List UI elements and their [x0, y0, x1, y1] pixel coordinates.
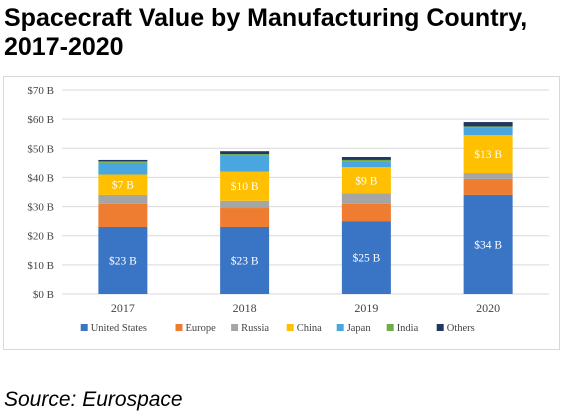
legend-swatch: [175, 324, 183, 331]
legend-swatch: [336, 324, 344, 331]
bar-segment-united-states: [463, 194, 513, 294]
y-tick-label: $0 B: [33, 289, 54, 301]
legend-swatch: [436, 324, 444, 331]
bar-segment-united-states: [98, 226, 148, 294]
bar-segment-china: [98, 174, 148, 195]
y-tick-label: $70 B: [27, 85, 54, 97]
bar-segment-europe: [341, 203, 391, 222]
bar-segment-japan: [98, 162, 148, 175]
bar-segment-russia: [341, 193, 391, 204]
y-tick-label: $30 B: [27, 202, 54, 214]
data-label: $13 B: [474, 148, 502, 161]
bar-segment-russia: [220, 200, 270, 209]
bar-segment-russia: [463, 173, 513, 179]
legend-entry: China: [297, 323, 322, 334]
bar-segment-india: [220, 154, 270, 156]
data-label: $23 B: [109, 254, 137, 267]
data-label: $23 B: [231, 254, 259, 267]
chart-title: Spacecraft Value by Manufacturing Countr…: [4, 4, 528, 61]
y-tick-label: $60 B: [27, 114, 54, 126]
source-note: Source: Eurospace: [4, 388, 183, 411]
bar-segment-others: [463, 122, 513, 127]
legend-entry: Japan: [347, 323, 372, 334]
bar-segment-china: [220, 171, 270, 201]
data-label: $7 B: [112, 179, 134, 192]
y-tick-label: $50 B: [27, 143, 54, 155]
legend-entry: Others: [447, 323, 475, 334]
data-label: $34 B: [474, 238, 502, 251]
bar-segment-japan: [463, 127, 513, 136]
legend-entry: Russia: [241, 323, 269, 334]
bar-segment-india: [98, 161, 148, 163]
bar-segment-india: [341, 159, 391, 162]
x-tick-label: 2019: [354, 301, 378, 315]
chart-frame: $0 B $10 B $20 B $30 B $40 B $50 B $60 B $70 B $…: [3, 76, 560, 350]
bar-segment-japan: [341, 161, 391, 168]
legend-swatch: [286, 324, 294, 331]
data-label: $25 B: [352, 252, 380, 265]
legend-swatch: [231, 324, 239, 331]
bar-segment-europe: [220, 208, 270, 227]
data-label: $10 B: [231, 180, 259, 193]
x-tick-label: 2018: [233, 301, 257, 315]
legend-swatch: [80, 324, 88, 331]
bar-segment-others: [98, 159, 148, 162]
x-tick-label: 2020: [476, 301, 500, 315]
bar-segment-japan: [220, 155, 270, 172]
legend-entry: Europe: [186, 323, 217, 334]
bar-segment-europe: [463, 178, 513, 195]
data-label: $9 B: [355, 174, 377, 187]
legend-entry: United States: [91, 323, 147, 334]
legend-entry: India: [397, 323, 419, 334]
y-tick-label: $40 B: [27, 172, 54, 184]
y-tick-label: $10 B: [27, 260, 54, 272]
legend-swatch: [386, 324, 394, 331]
y-tick-label: $20 B: [27, 231, 54, 243]
stacked-bar-chart: $0 B $10 B $20 B $30 B $40 B $50 B $60 B $70 B $…: [27, 85, 549, 334]
bar-segment-china: [463, 135, 513, 174]
x-tick-label: 2017: [111, 301, 135, 315]
bar-segment-india: [463, 126, 513, 128]
bar-segment-china: [341, 167, 391, 194]
bar-segment-others: [341, 157, 391, 160]
bar-segment-united-states: [220, 226, 270, 294]
bar-segment-europe: [98, 203, 148, 227]
bar-segment-united-states: [341, 221, 391, 294]
bar-segment-others: [220, 151, 270, 155]
bar-segment-russia: [98, 194, 148, 204]
